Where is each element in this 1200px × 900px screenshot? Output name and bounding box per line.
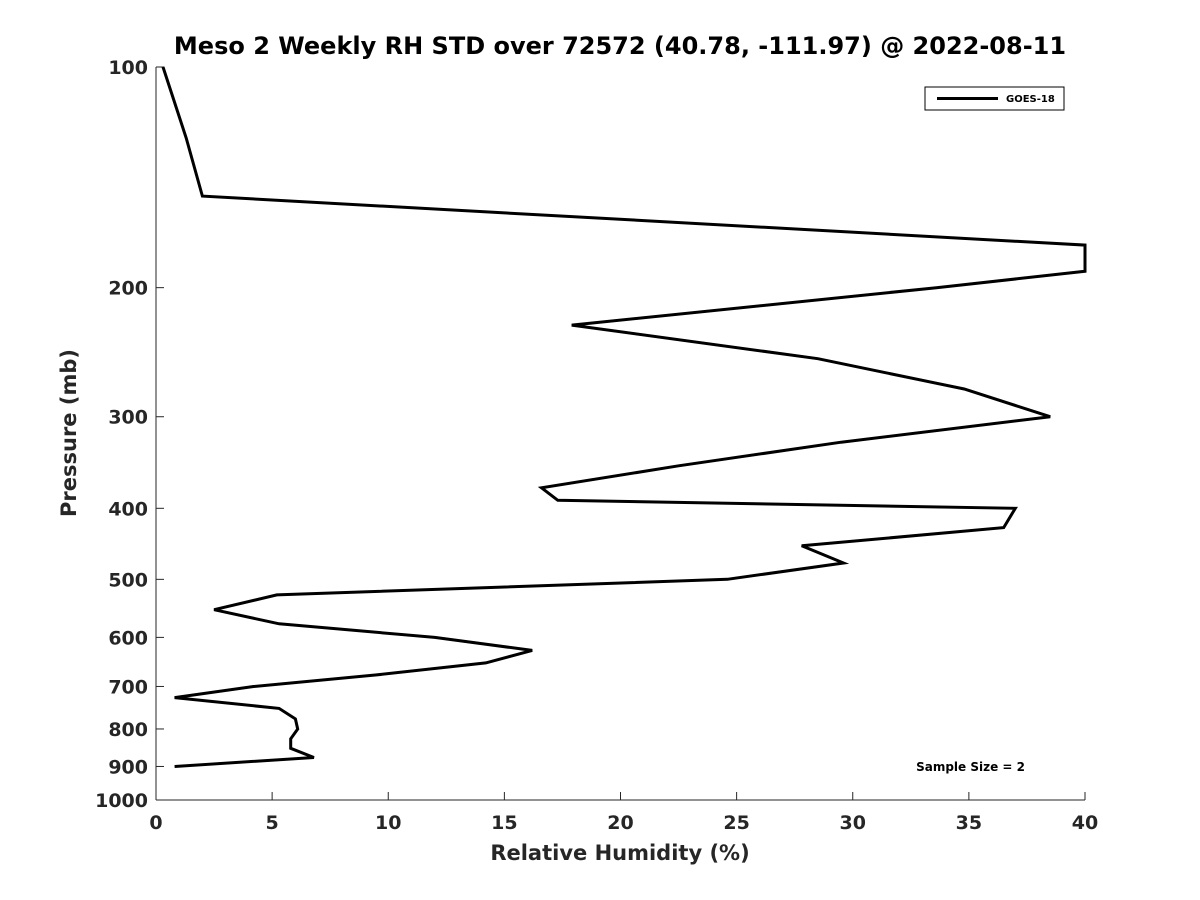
y-tick-label: 200 [108, 278, 148, 300]
plot-area [156, 67, 1085, 800]
series-line-goes-18 [161, 66, 1087, 768]
y-axis-label: Pressure (mb) [57, 349, 81, 517]
y-tick-label: 800 [108, 719, 148, 741]
x-axis-ticks: 0 5 10 15 20 25 30 35 40 [149, 792, 1098, 834]
legend: GOES-18 [924, 86, 1065, 111]
x-tick-label: 20 [607, 812, 633, 834]
y-tick-label: 500 [108, 569, 148, 591]
x-tick-label: 30 [840, 812, 866, 834]
x-tick-label: 5 [266, 812, 279, 834]
x-tick-label: 15 [491, 812, 517, 834]
x-tick-label: 10 [375, 812, 401, 834]
x-tick-label: 40 [1072, 812, 1098, 834]
legend-entry-goes-18: GOES-18 [1006, 94, 1055, 105]
x-tick-label: 35 [956, 812, 982, 834]
y-tick-label: 1000 [95, 790, 148, 812]
y-tick-label: 900 [108, 756, 148, 778]
y-axis-ticks: 100 200 300 400 500 600 700 800 900 1000 [95, 57, 164, 812]
x-axis-label: Relative Humidity (%) [490, 841, 749, 865]
y-tick-label: 400 [108, 498, 148, 520]
sample-size-annotation: Sample Size = 2 [916, 760, 1025, 774]
x-tick-label: 0 [149, 812, 162, 834]
y-tick-label: 100 [108, 57, 148, 79]
y-tick-label: 600 [108, 627, 148, 649]
chart-title: Meso 2 Weekly RH STD over 72572 (40.78, … [174, 32, 1066, 60]
x-tick-label: 25 [723, 812, 749, 834]
y-tick-label: 700 [108, 676, 148, 698]
y-tick-label: 300 [108, 407, 148, 429]
